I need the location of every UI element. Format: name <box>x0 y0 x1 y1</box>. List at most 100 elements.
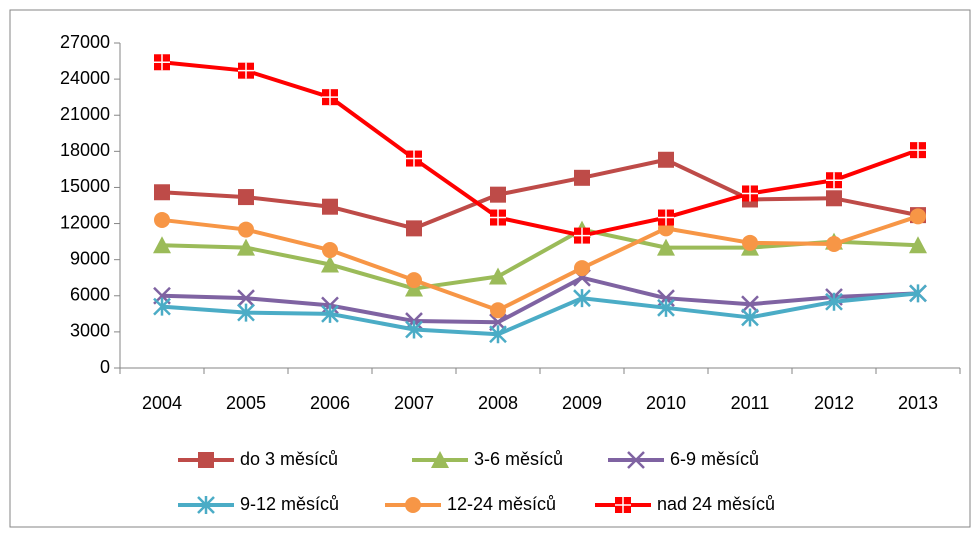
marker <box>154 211 170 228</box>
marker <box>741 308 759 327</box>
marker <box>153 297 171 316</box>
marker <box>406 150 422 167</box>
marker <box>405 497 421 513</box>
x-tick-label: 2011 <box>731 393 770 413</box>
marker <box>198 452 214 468</box>
y-tick-label: 3000 <box>70 321 110 341</box>
marker <box>826 190 842 207</box>
marker <box>826 236 842 253</box>
marker <box>154 184 170 201</box>
marker-cross <box>615 497 631 513</box>
marker <box>322 242 338 259</box>
marker <box>490 186 506 203</box>
marker <box>321 304 339 323</box>
x-tick-label: 2007 <box>394 393 434 413</box>
legend-entry: do 3 měsíců <box>178 449 338 469</box>
legend-entry: 6-9 měsíců <box>608 449 759 469</box>
series-line <box>161 214 919 313</box>
x-tick-label: 2012 <box>814 393 854 413</box>
marker <box>490 302 506 319</box>
marker <box>909 284 927 303</box>
y-tick-label: 15000 <box>60 176 110 196</box>
marker <box>573 289 591 308</box>
marker <box>742 234 758 251</box>
marker <box>237 303 255 322</box>
marker <box>431 451 449 468</box>
legend-label: 9-12 měsíců <box>240 494 339 514</box>
marker <box>321 255 339 273</box>
marker <box>153 236 171 254</box>
marker-cross <box>910 142 926 159</box>
x-tick-label: 2013 <box>898 393 938 413</box>
marker <box>909 236 927 254</box>
marker <box>238 189 254 206</box>
legend-entry: 3-6 měsíců <box>412 449 563 469</box>
marker-cross <box>238 62 254 79</box>
legend-label: nad 24 měsíců <box>657 494 775 514</box>
legend-entry: nad 24 měsíců <box>595 494 775 514</box>
marker-cross <box>574 227 590 244</box>
x-tick-label: 2010 <box>646 393 686 413</box>
marker <box>322 89 338 106</box>
marker <box>741 295 759 314</box>
y-tick-label: 0 <box>100 357 110 377</box>
x-tick-label: 2009 <box>562 393 602 413</box>
x-tick-label: 2005 <box>226 393 266 413</box>
legend-label: 12-24 měsíců <box>447 494 556 514</box>
marker <box>237 238 255 256</box>
marker <box>490 209 506 226</box>
marker <box>615 497 631 513</box>
legend-entry: 9-12 měsíců <box>178 494 339 514</box>
marker-cross <box>406 150 422 167</box>
y-tick-label: 21000 <box>60 104 110 124</box>
y-tick-label: 12000 <box>60 212 110 232</box>
marker <box>910 142 926 159</box>
y-tick-label: 27000 <box>60 32 110 52</box>
marker <box>405 320 423 339</box>
y-tick-label: 9000 <box>70 248 110 268</box>
marker <box>657 238 675 256</box>
marker <box>406 272 422 289</box>
legend-label: 6-9 měsíců <box>670 449 759 469</box>
marker <box>154 54 170 71</box>
marker-cross <box>658 209 674 226</box>
legend-label: do 3 měsíců <box>240 449 338 469</box>
x-tick-label: 2008 <box>478 393 518 413</box>
marker <box>197 496 215 514</box>
legend-label: 3-6 měsíců <box>474 449 563 469</box>
chart-border <box>9 9 971 528</box>
marker-cross <box>490 209 506 226</box>
marker <box>238 62 254 79</box>
marker <box>406 220 422 237</box>
marker <box>237 289 255 308</box>
marker <box>910 208 926 225</box>
marker <box>658 209 674 226</box>
marker <box>238 221 254 238</box>
marker <box>825 292 843 311</box>
marker <box>574 169 590 186</box>
marker <box>657 298 675 317</box>
marker <box>489 325 507 344</box>
marker-cross <box>154 54 170 71</box>
y-tick-label: 6000 <box>70 285 110 305</box>
series-line <box>161 157 919 231</box>
x-tick-label: 2004 <box>142 393 182 413</box>
y-tick-label: 24000 <box>60 68 110 88</box>
marker <box>322 198 338 215</box>
x-tick-label: 2006 <box>310 393 350 413</box>
marker <box>658 151 674 168</box>
marker <box>574 227 590 244</box>
marker-cross <box>322 89 338 106</box>
legend-entry: 12-24 měsíců <box>385 494 556 514</box>
series-line <box>161 275 919 325</box>
series-line <box>161 60 919 238</box>
series-line <box>161 291 919 337</box>
marker <box>489 267 507 285</box>
marker <box>826 172 842 189</box>
marker-cross <box>826 172 842 189</box>
marker-cross <box>742 185 758 202</box>
y-tick-label: 18000 <box>60 140 110 160</box>
marker <box>742 185 758 202</box>
marker <box>627 451 645 469</box>
